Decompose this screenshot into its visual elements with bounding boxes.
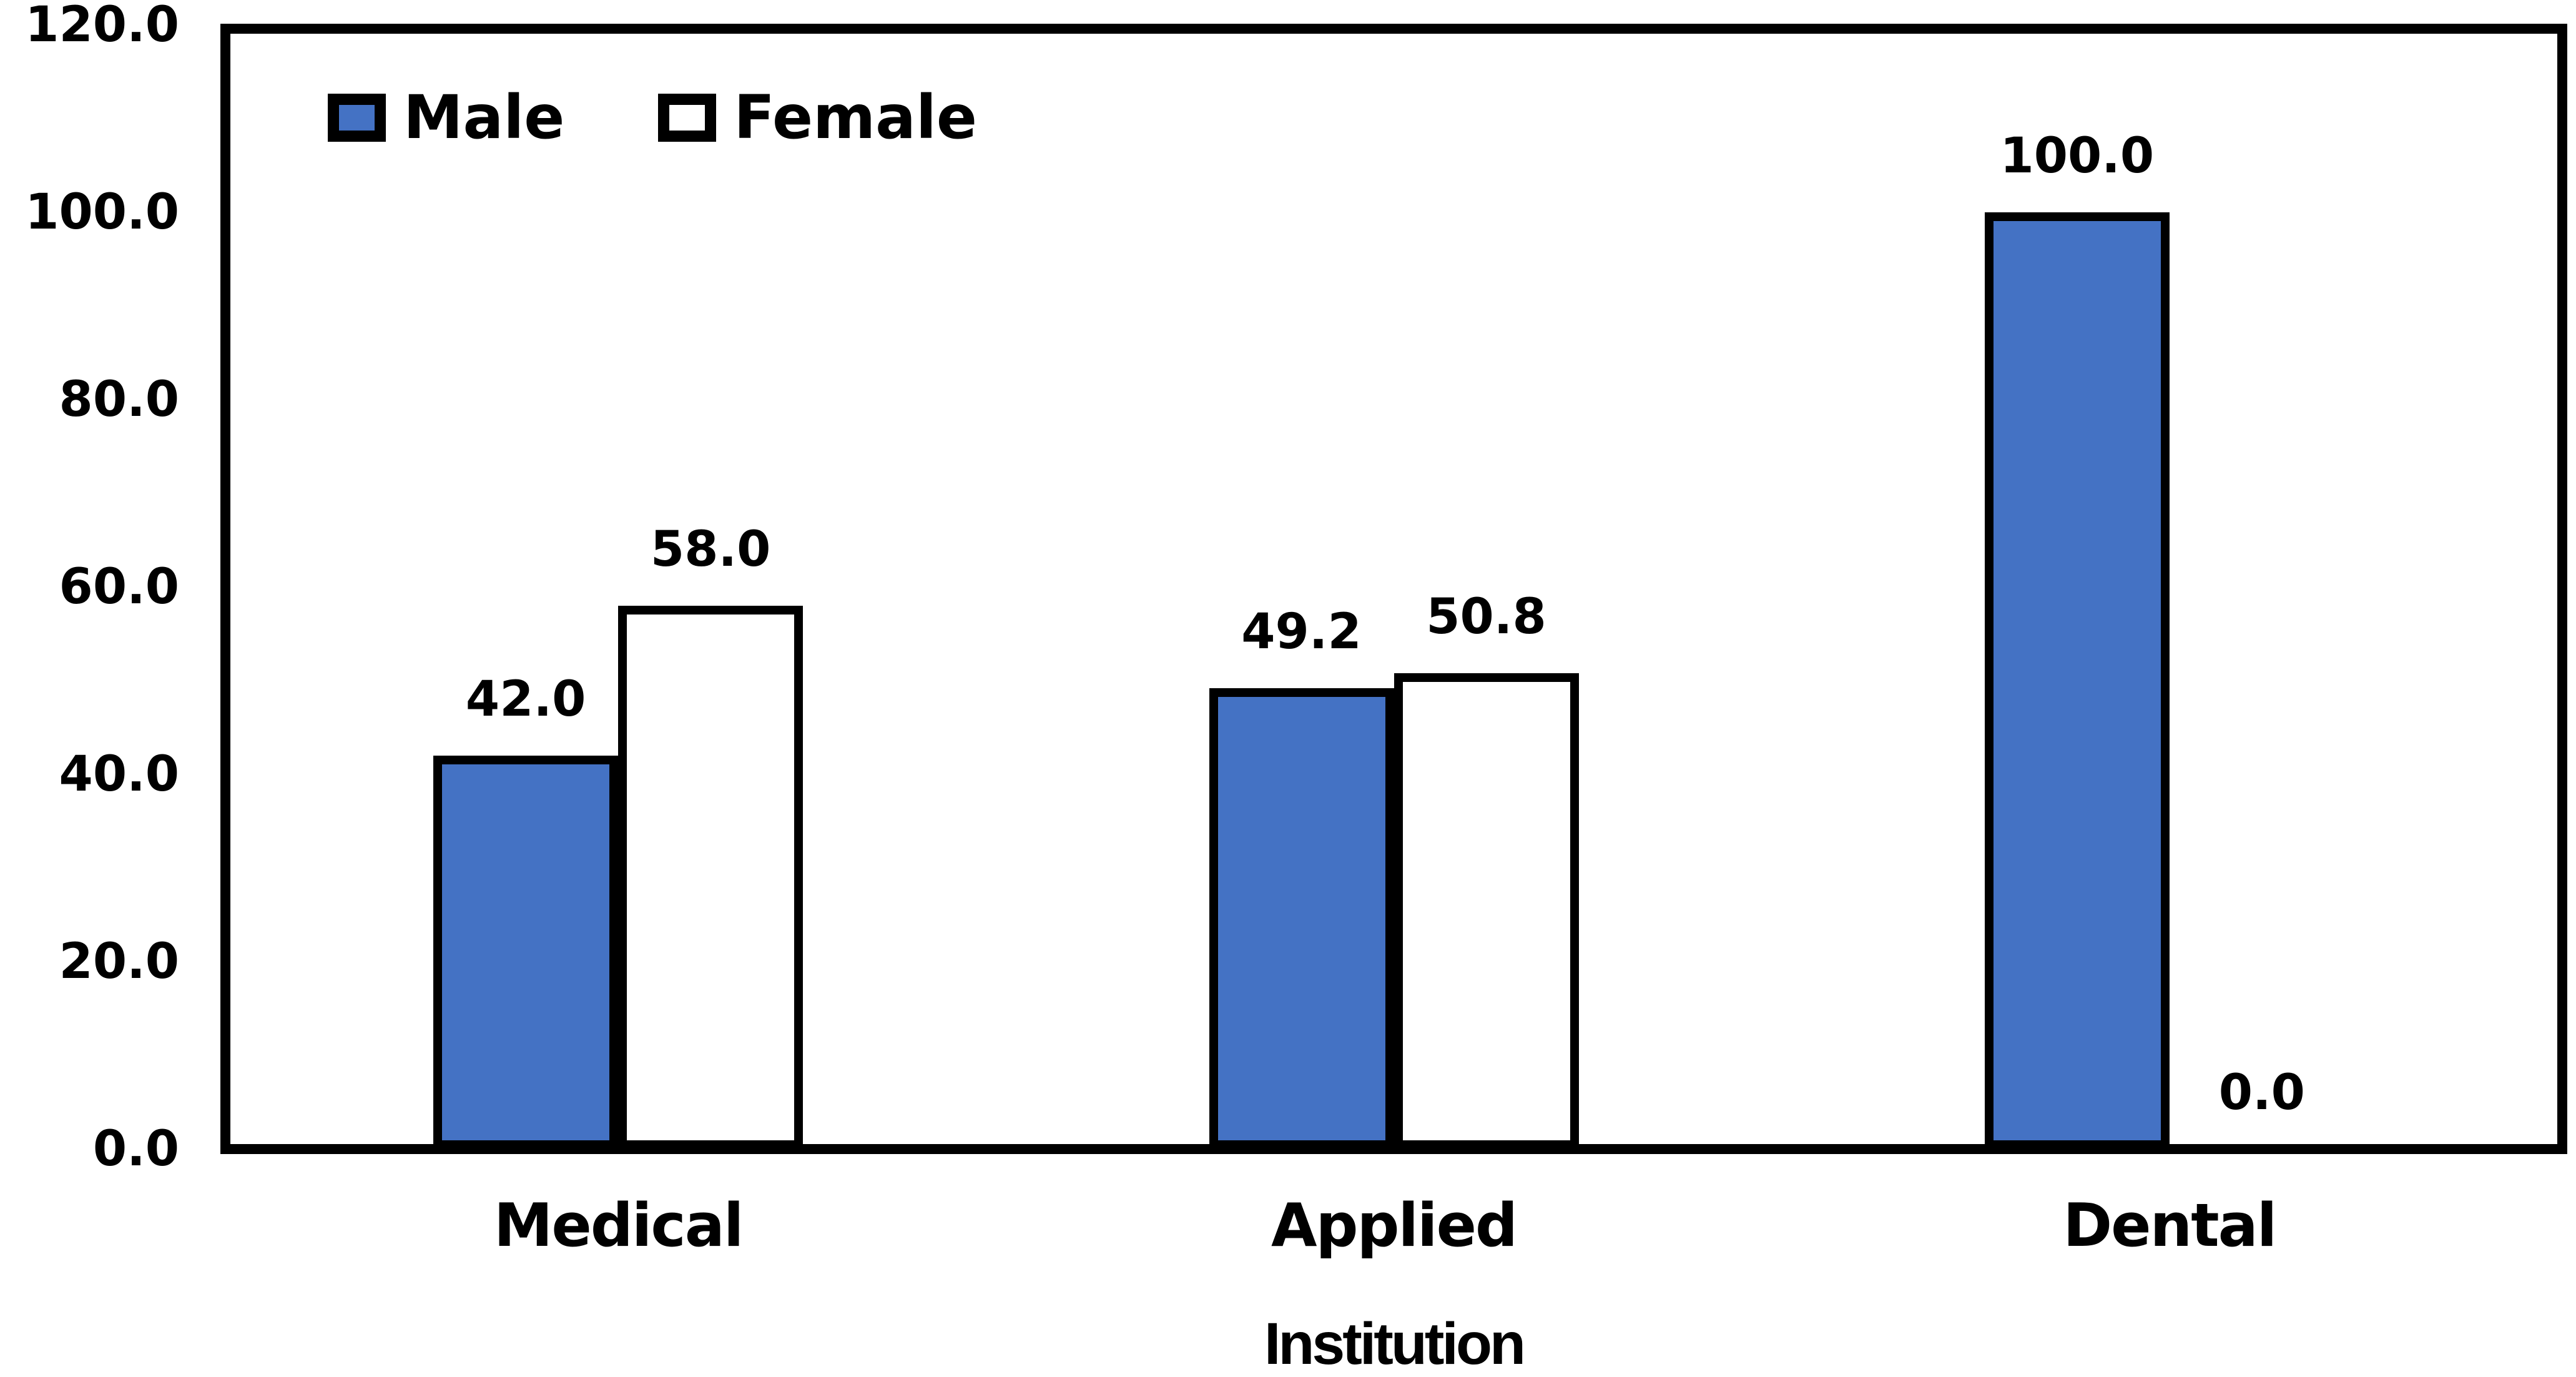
value-label-female-dental: 0.0 [2218, 1065, 2305, 1121]
category-label-medical: Medical [493, 1192, 744, 1260]
y-tick-label-60.0: 60.0 [59, 559, 179, 615]
category-label-applied: Applied [1271, 1192, 1518, 1260]
x-axis-title: Institution [1264, 1311, 1526, 1377]
y-tick-label-80.0: 80.0 [59, 372, 179, 428]
legend-item-female: Female [658, 86, 977, 149]
bar-male-dental [1984, 212, 2170, 1149]
legend-label-female: Female [734, 82, 977, 152]
y-tick-label-120.0: 120.0 [25, 0, 179, 53]
bar-female-medical [618, 606, 804, 1149]
legend-label-male: Male [403, 82, 565, 152]
value-label-female-medical: 58.0 [650, 521, 771, 578]
y-tick-label-40.0: 40.0 [59, 746, 179, 802]
bar-female-applied [1394, 673, 1579, 1149]
y-tick-label-20.0: 20.0 [59, 934, 179, 990]
y-tick-label-0.0: 0.0 [92, 1121, 179, 1177]
legend: Male Female [328, 86, 977, 149]
value-label-male-applied: 49.2 [1241, 604, 1362, 660]
bar-male-applied [1209, 688, 1394, 1149]
value-label-female-applied: 50.8 [1426, 589, 1546, 645]
y-tick-label-100.0: 100.0 [25, 184, 179, 240]
bar-male-medical [433, 756, 619, 1149]
legend-item-male: Male [328, 86, 564, 149]
legend-swatch-male [328, 93, 386, 142]
value-label-male-medical: 42.0 [465, 671, 586, 728]
value-label-male-dental: 100.0 [2000, 128, 2155, 184]
category-label-dental: Dental [2063, 1192, 2277, 1260]
legend-swatch-female [658, 93, 717, 142]
